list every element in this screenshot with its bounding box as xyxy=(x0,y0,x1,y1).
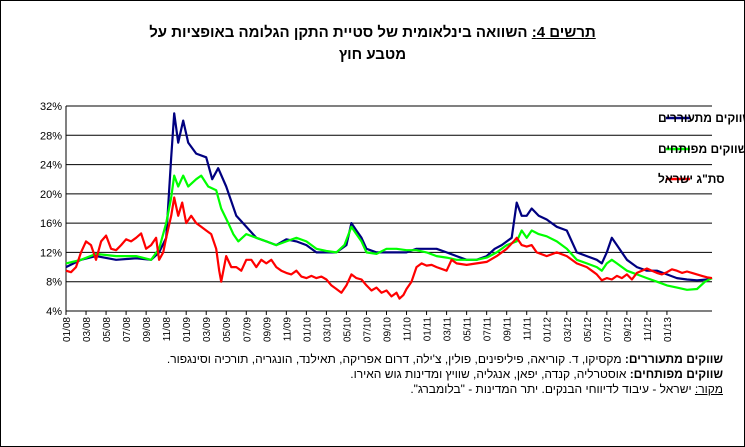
legend: ממוצע שווקים מתעוררים ממוצע שווקים מפותחי… xyxy=(658,111,745,186)
y-tick-label: 16% xyxy=(40,218,62,230)
x-tick-label: 01/12 xyxy=(543,317,554,342)
x-tick-label: 01/11 xyxy=(423,317,434,342)
x-tick-label: 03/12 xyxy=(563,317,574,342)
x-tick-label: 05/12 xyxy=(583,317,594,342)
x-tick-label: 11/10 xyxy=(403,317,414,342)
x-tick-label: 09/12 xyxy=(623,317,634,342)
y-tick-label: 28% xyxy=(40,130,62,142)
note-developed-text: אוסטרליה, קנדה, יפאן, אנגליה, שוויץ ומדי… xyxy=(350,367,630,381)
x-tick-label: 09/11 xyxy=(503,317,514,342)
note-emerging-text: מקסיקו, ד. קוריאה, פיליפינים, פולין, צ'י… xyxy=(166,352,625,366)
legend-label-developed: ממוצע שווקים מפותחים xyxy=(658,142,745,156)
x-tick-label: 07/09 xyxy=(242,317,253,342)
y-tick-label: 24% xyxy=(40,160,62,172)
x-tick-label: 03/09 xyxy=(202,317,213,342)
legend-label-israel: סת"ג ישראל xyxy=(658,172,725,186)
x-tick-label: 01/09 xyxy=(182,317,193,342)
note-source: מקור: ישראל - עיבוד לדיווחי הבנקים. יתר … xyxy=(23,382,723,397)
x-tick-label: 11/09 xyxy=(282,317,293,342)
x-tick-label: 03/08 xyxy=(82,317,93,342)
x-tick-label: 01/10 xyxy=(302,317,313,342)
x-tick-label: 11/11 xyxy=(523,317,534,341)
x-tick-label: 05/08 xyxy=(102,317,113,342)
series-line-developed xyxy=(65,174,713,291)
chart-title-text: השוואה בינלאומית של סטיית התקן הגלומה בא… xyxy=(149,24,532,41)
chart-title-line1: תרשים 4: השוואה בינלאומית של סטיית התקן … xyxy=(60,24,685,41)
x-tick-label: 09/08 xyxy=(142,317,153,342)
y-tick-label: 8% xyxy=(46,277,62,289)
x-tick-label: 05/09 xyxy=(222,317,233,342)
note-developed-label: שווקים מפותחים: xyxy=(629,367,723,381)
x-tick-label: 01/13 xyxy=(663,317,674,342)
series-lines xyxy=(65,112,713,300)
y-tick-label: 4% xyxy=(46,306,62,318)
x-tick-label: 07/10 xyxy=(362,317,373,342)
y-tick-label: 20% xyxy=(40,189,62,201)
note-emerging: שווקים מתעוררים: מקסיקו, ד. קוריאה, פילי… xyxy=(23,352,723,367)
x-axis-ticks: 01/08 03/08 05/08 07/08 09/08 11/08 01/09 03/09… xyxy=(62,311,674,342)
series-line-israel xyxy=(65,196,713,300)
x-tick-label: 03/11 xyxy=(443,317,454,342)
y-tick-label: 12% xyxy=(40,247,62,259)
x-tick-label: 05/10 xyxy=(342,317,353,342)
x-tick-label: 11/08 xyxy=(162,317,173,342)
note-emerging-label: שווקים מתעוררים: xyxy=(624,352,723,366)
x-tick-label: 07/11 xyxy=(483,317,494,342)
chart-title-prefix: תרשים 4: xyxy=(531,24,596,41)
y-tick-label: 32% xyxy=(40,101,62,113)
x-tick-label: 07/12 xyxy=(603,317,614,342)
x-tick-label: 07/08 xyxy=(122,317,133,342)
x-tick-label: 09/10 xyxy=(382,317,393,342)
note-source-text: ישראל - עיבוד לדיווחי הבנקים. יתר המדינו… xyxy=(410,382,695,396)
x-tick-label: 03/10 xyxy=(322,317,333,342)
x-tick-label: 01/08 xyxy=(62,317,73,342)
grid xyxy=(65,105,712,312)
y-axis-ticks: 4% 8% 12% 16% 20% 24% 28% 32% xyxy=(40,101,62,318)
note-source-label: מקור: xyxy=(694,382,723,396)
note-developed: שווקים מפותחים: אוסטרליה, קנדה, יפאן, אנ… xyxy=(23,367,723,382)
series-line-emerging xyxy=(65,112,713,282)
x-tick-label: 11/12 xyxy=(643,317,654,342)
chart-title-line2: מטבע חוץ xyxy=(338,46,407,63)
x-tick-label: 05/11 xyxy=(463,317,474,342)
x-tick-label: 09/09 xyxy=(262,317,273,342)
legend-label-emerging: ממוצע שווקים מתעוררים xyxy=(658,111,745,125)
